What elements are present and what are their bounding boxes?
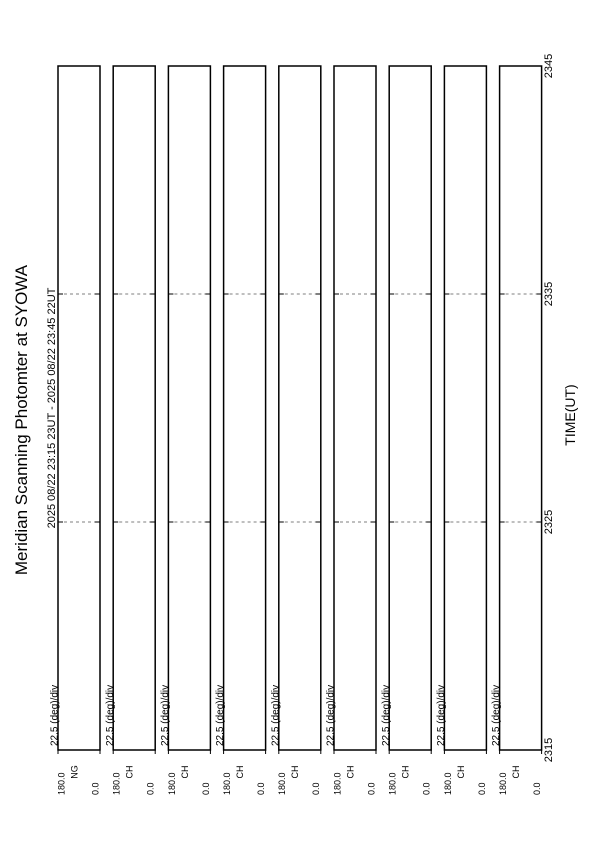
panel-label: CH <box>401 766 411 779</box>
x-axis-label: TIME(UT) <box>562 384 578 445</box>
y-tick-label: 180.0 <box>388 772 398 795</box>
y-tick-label: 0.0 <box>477 782 487 795</box>
scale-label: 22.5 (deg)/div <box>160 685 171 746</box>
scale-label: 22.5 (deg)/div <box>50 685 61 746</box>
y-tick-label: 180.0 <box>167 772 177 795</box>
y-tick-label: 0.0 <box>532 782 542 795</box>
scale-label: 22.5 (deg)/div <box>270 685 281 746</box>
panel-label: NG <box>69 765 79 779</box>
panel-label: CH <box>180 766 190 779</box>
chart-title: Meridian Scanning Photomter at SYOWA <box>12 264 31 575</box>
scale-label: 22.5 (deg)/div <box>215 685 226 746</box>
panel-frame <box>333 65 377 751</box>
panel-frame <box>443 65 488 751</box>
y-tick-label: 180.0 <box>277 772 287 795</box>
panel-label: CH <box>345 766 355 779</box>
y-tick-label: 0.0 <box>256 782 266 795</box>
y-tick-label: 180.0 <box>222 772 232 795</box>
y-tick-label: 180.0 <box>332 772 342 795</box>
y-tick-label: 180.0 <box>443 772 453 795</box>
scale-label: 22.5 (deg)/div <box>105 685 116 746</box>
y-tick-label: 0.0 <box>201 782 211 795</box>
panel-label: CH <box>511 766 521 779</box>
scale-label: 22.5 (deg)/div <box>326 685 337 746</box>
y-tick-label: 180.0 <box>112 772 122 795</box>
panel-frame <box>498 65 543 751</box>
scale-label: 22.5 (deg)/div <box>436 685 447 746</box>
scale-label: 22.5 (deg)/div <box>491 685 502 746</box>
panel-frame <box>278 65 322 751</box>
panel-frame <box>222 65 267 751</box>
y-tick-label: 0.0 <box>90 782 100 795</box>
x-tick-label: 2345 <box>543 54 555 78</box>
panel-label: CH <box>290 766 300 779</box>
y-tick-label: 0.0 <box>311 782 321 795</box>
panel-frame <box>57 65 101 751</box>
y-tick-label: 0.0 <box>366 782 376 795</box>
x-tick-label: 2325 <box>543 510 555 534</box>
panel-label: CH <box>235 766 245 779</box>
panel-label: CH <box>456 766 466 779</box>
x-tick-label: 2335 <box>543 282 555 306</box>
y-tick-label: 180.0 <box>498 772 508 795</box>
panel-frame <box>388 65 432 751</box>
scale-label: 22.5 (deg)/div <box>381 685 392 746</box>
y-tick-label: 0.0 <box>146 782 156 795</box>
y-tick-label: 0.0 <box>422 782 432 795</box>
panel-label: CH <box>125 766 135 779</box>
panel-frame <box>112 65 156 751</box>
panel-frame <box>167 65 212 751</box>
x-tick-label: 2315 <box>543 738 555 762</box>
y-tick-label: 180.0 <box>56 772 66 795</box>
chart-subtitle: 2025 08/22 23:15 23UT - 2025 08/22 23:45… <box>46 287 58 528</box>
